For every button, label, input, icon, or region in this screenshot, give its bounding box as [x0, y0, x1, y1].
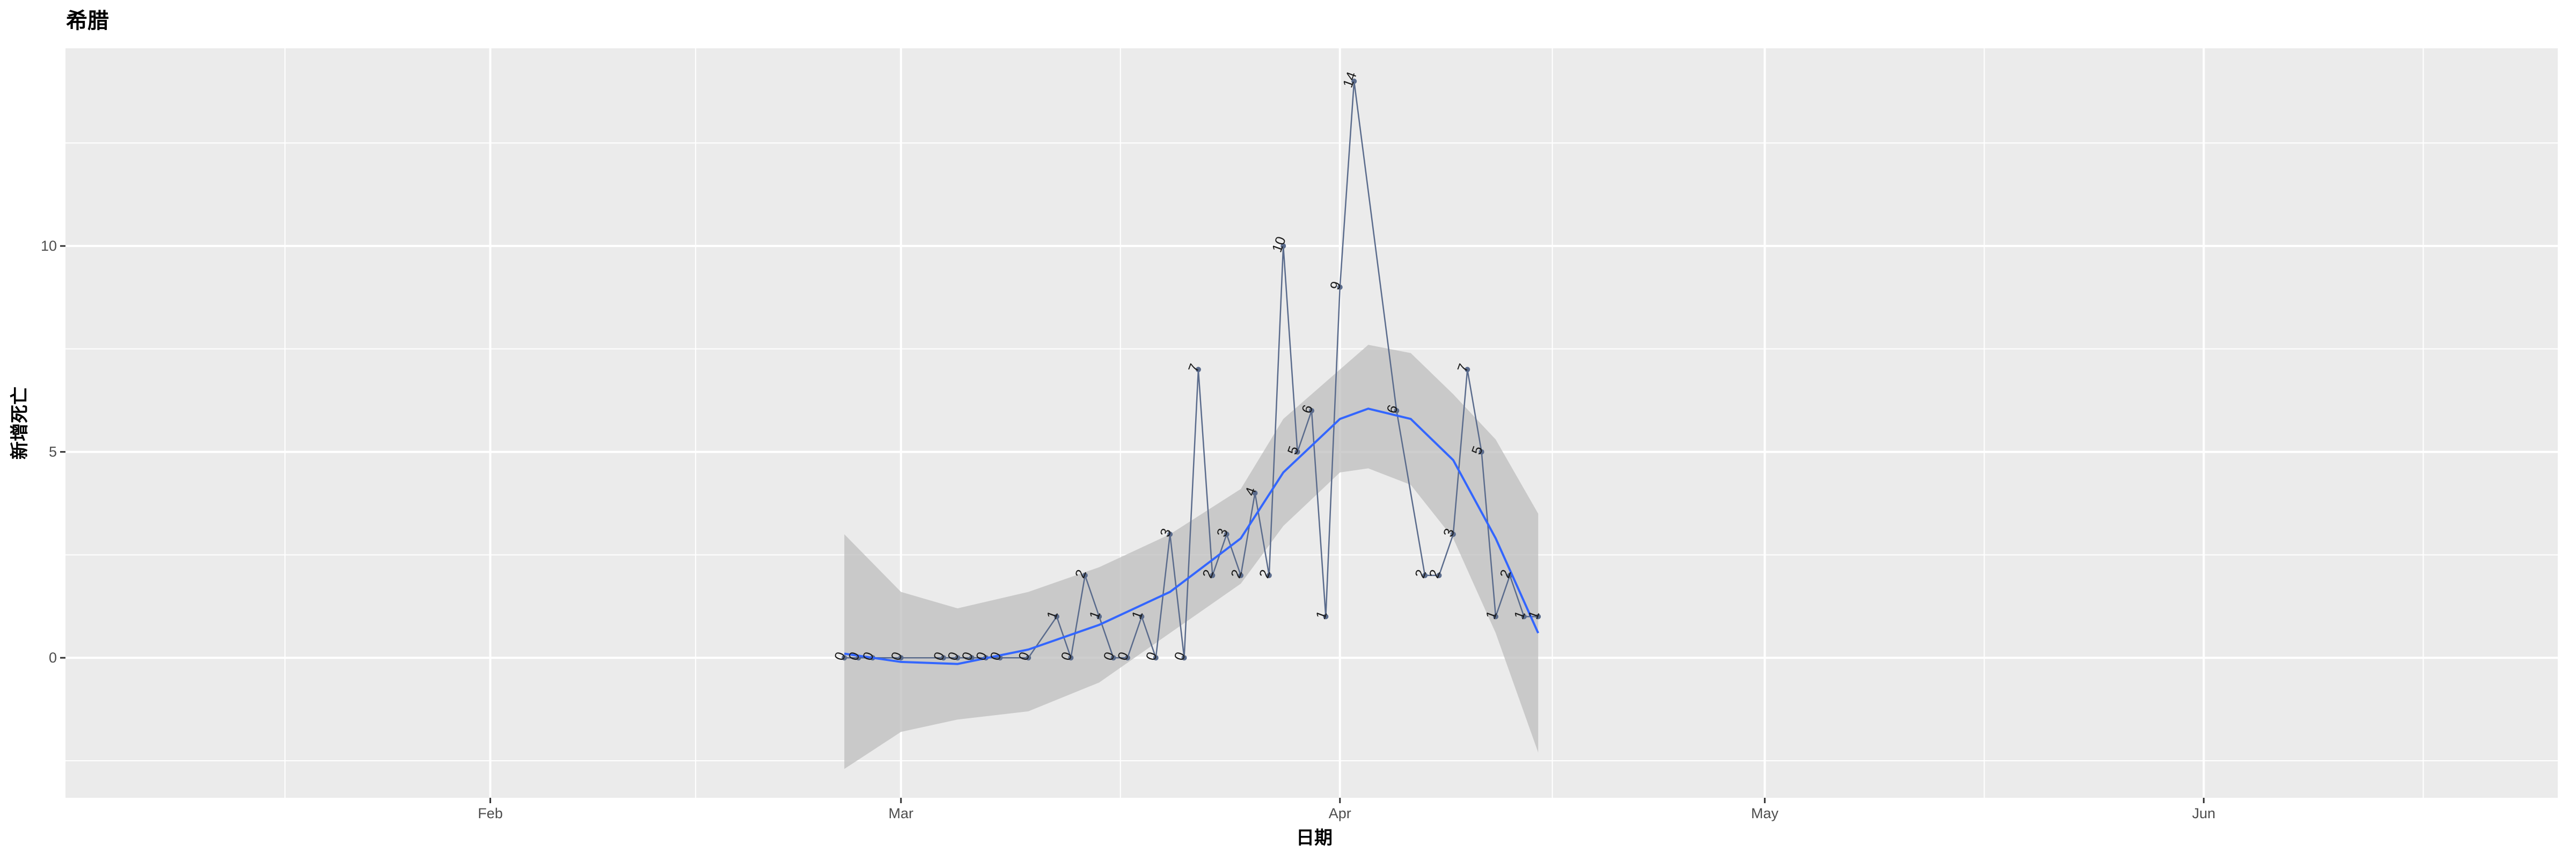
x-tick-label: Feb — [478, 805, 503, 821]
y-tick-label: 10 — [41, 238, 57, 254]
y-tick-label: 5 — [49, 444, 57, 460]
confidence-band-layer — [844, 345, 1539, 769]
chart-title: 希腊 — [66, 9, 109, 33]
data-point — [1124, 655, 1130, 661]
data-point — [1436, 572, 1442, 578]
data-point — [898, 655, 904, 661]
data-point — [1309, 407, 1314, 413]
data-point — [841, 655, 847, 661]
x-tick-label: May — [1751, 805, 1779, 821]
x-tick-label: Mar — [889, 805, 914, 821]
data-point — [1210, 572, 1216, 578]
x-tick-label: Jun — [2192, 805, 2216, 821]
axis-layer: Feb Mar Apr May Jun 0 5 10 — [41, 238, 2215, 821]
data-point — [1167, 532, 1173, 537]
data-point — [1139, 614, 1145, 620]
smooth-layer — [844, 407, 1540, 665]
data-point — [1535, 614, 1541, 620]
data-point — [1450, 532, 1456, 537]
data-point — [940, 655, 946, 661]
series-layer — [841, 78, 1541, 661]
data-point — [1082, 572, 1088, 578]
data-point — [1181, 655, 1187, 661]
data-point — [1096, 614, 1102, 620]
data-point — [1110, 655, 1116, 661]
data-point — [1054, 614, 1060, 620]
data-point — [955, 655, 961, 661]
data-point — [1252, 490, 1258, 496]
y-tick-label: 0 — [49, 650, 57, 666]
data-point — [1422, 572, 1428, 578]
data-point — [1280, 243, 1286, 249]
x-tick-label: Apr — [1329, 805, 1351, 821]
data-point — [1479, 449, 1484, 455]
minor-gridlines — [65, 48, 2558, 798]
data-point — [1521, 614, 1527, 620]
data-point — [1026, 655, 1031, 661]
smooth-trend-line — [844, 407, 1540, 665]
data-point — [1323, 614, 1329, 620]
data-point — [1153, 655, 1159, 661]
data-point — [1394, 407, 1400, 413]
data-point — [969, 655, 975, 661]
data-point — [1493, 614, 1499, 620]
data-point — [1224, 532, 1230, 537]
data-point — [1351, 78, 1357, 84]
confidence-band — [844, 345, 1539, 769]
data-point — [1195, 367, 1201, 373]
data-point — [1068, 655, 1074, 661]
y-axis-title: 新增死亡 — [9, 387, 31, 460]
data-point — [1294, 449, 1300, 455]
data-point — [1238, 572, 1244, 578]
data-point — [1337, 284, 1343, 290]
data-point — [1465, 367, 1470, 373]
x-axis-title: 日期 — [1296, 827, 1333, 849]
data-point — [1266, 572, 1272, 578]
